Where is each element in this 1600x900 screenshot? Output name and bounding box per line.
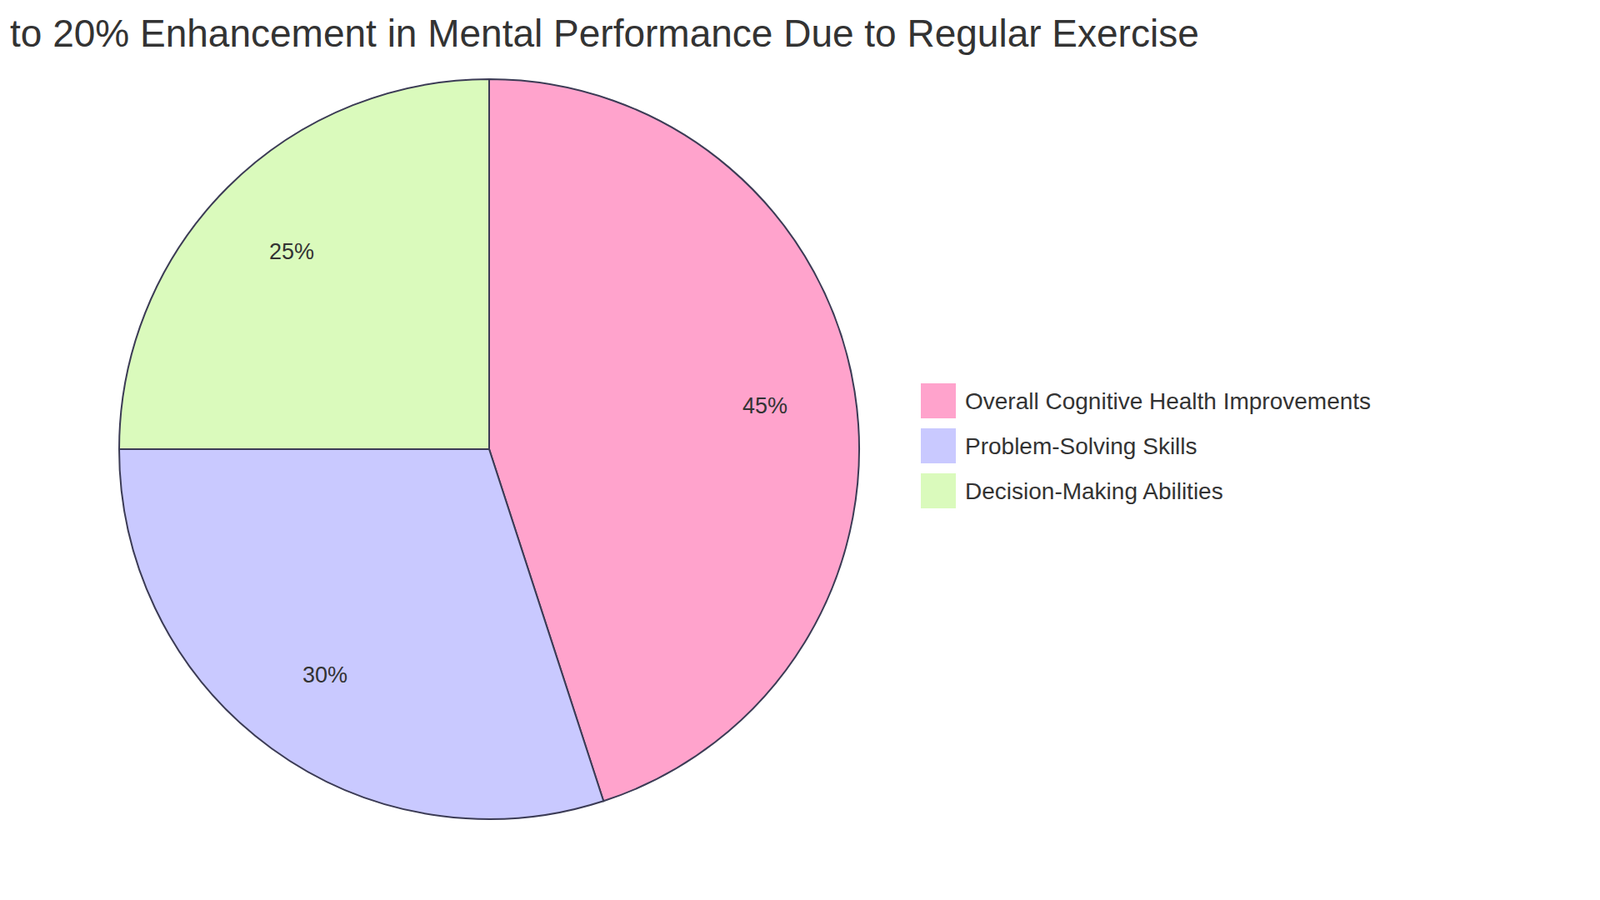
legend-swatch xyxy=(920,382,957,420)
data-label: 45% xyxy=(742,393,788,419)
data-label: 30% xyxy=(302,662,348,688)
pie: 45% 30% 25% xyxy=(119,79,860,820)
legend-label: Overall Cognitive Health Improvements xyxy=(965,388,1371,415)
legend-swatch xyxy=(920,427,957,465)
legend-swatch xyxy=(920,472,957,510)
chart: to 20% Enhancement in Mental Performance… xyxy=(0,0,1600,900)
pie-slice xyxy=(119,79,490,450)
title: to 20% Enhancement in Mental Performance… xyxy=(10,11,1200,55)
legend-label: Problem-Solving Skills xyxy=(965,433,1198,460)
pie-slice xyxy=(119,449,604,820)
legend-label: Decision-Making Abilities xyxy=(965,478,1224,505)
legend-item: Problem-Solving Skills xyxy=(920,427,1198,465)
data-label: 25% xyxy=(269,239,315,265)
legend: Overall Cognitive Health Improvements Pro… xyxy=(920,382,1371,510)
legend-item: Overall Cognitive Health Improvements xyxy=(920,382,1371,420)
legend-item: Decision-Making Abilities xyxy=(920,472,1224,510)
